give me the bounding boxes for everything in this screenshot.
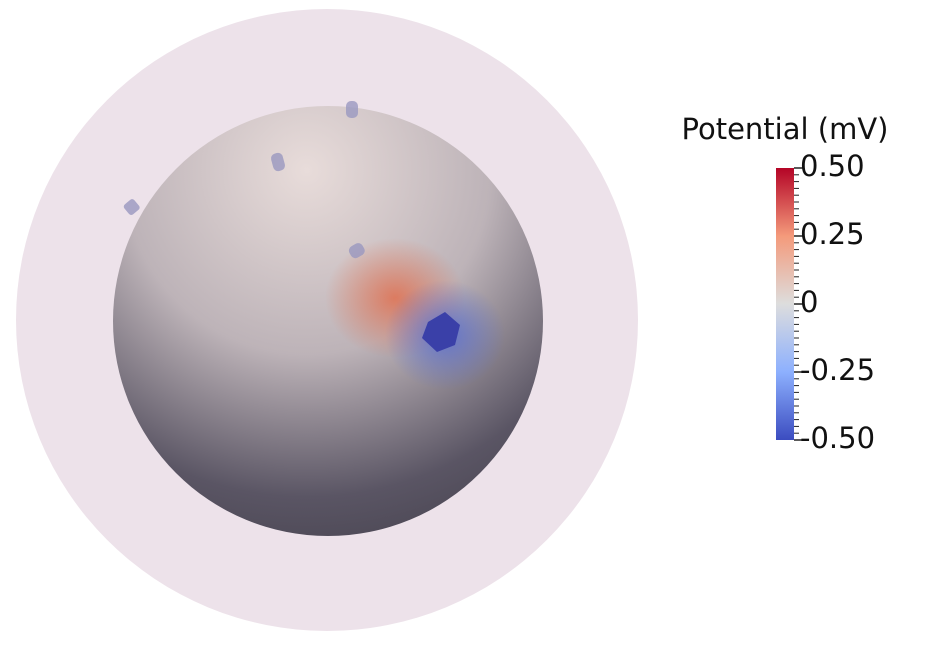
colorbar — [776, 168, 794, 440]
tick-label: -0.50 — [800, 421, 875, 455]
inner-sphere — [113, 106, 543, 536]
tick-label: 0.50 — [800, 149, 865, 183]
negative-peak — [422, 312, 460, 352]
colorbar-ticks: 0.50 0.25 0 -0.25 -0.50 — [794, 149, 875, 455]
tick-label: 0.25 — [800, 217, 865, 251]
electrodes — [123, 101, 365, 259]
colorbar-title: Potential (mV) — [682, 112, 889, 146]
tick-label: -0.25 — [800, 353, 875, 387]
tick-label: 0 — [800, 285, 818, 319]
